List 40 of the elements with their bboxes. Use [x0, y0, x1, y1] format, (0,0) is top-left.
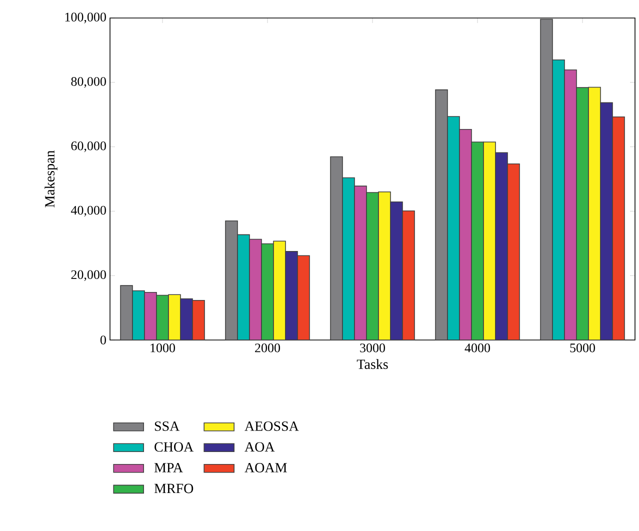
- bar: [552, 59, 565, 340]
- legend-label: AOA: [244, 442, 275, 452]
- bar: [180, 298, 193, 340]
- bar: [576, 87, 589, 340]
- bar: [330, 156, 343, 340]
- bar: [120, 285, 133, 340]
- y-tick-label: 40,000: [70, 206, 106, 217]
- legend-label: MPA: [154, 463, 183, 472]
- bar: [261, 243, 274, 340]
- bar: [435, 89, 448, 340]
- legend-label: AEOSSA: [244, 421, 299, 431]
- bar: [600, 102, 613, 340]
- y-tick-label: 100,000: [65, 12, 106, 24]
- bar: [225, 220, 238, 340]
- x-tick-label: 1000: [150, 344, 176, 352]
- bar: [342, 177, 355, 340]
- x-tick-label: 3000: [360, 344, 386, 352]
- legend-label: MRFO: [154, 484, 194, 494]
- bar: [447, 116, 460, 340]
- bar: [156, 294, 169, 340]
- x-tick-label: 2000: [255, 344, 280, 352]
- bar: [132, 290, 145, 340]
- y-tick-label: 60,000: [71, 141, 106, 152]
- y-tick-label: 80,000: [71, 77, 106, 88]
- legend-label: SSA: [154, 421, 180, 431]
- bar: [471, 142, 484, 340]
- bar: [495, 152, 508, 340]
- legend-label: AOAM: [244, 463, 287, 472]
- x-tick-label: 5000: [570, 344, 596, 352]
- bar: [540, 18, 553, 340]
- legend-label: CHOA: [154, 442, 194, 452]
- y-tick-label: 20,000: [71, 270, 106, 281]
- y-tick-label: 0: [100, 336, 106, 344]
- bar: [390, 201, 403, 340]
- bar: [285, 251, 298, 340]
- bar: [237, 234, 250, 340]
- bar: [366, 192, 379, 340]
- y-axis-title: Makespan: [44, 150, 58, 208]
- x-tick-label: 4000: [464, 344, 490, 352]
- x-axis-title: Tasks: [356, 359, 388, 370]
